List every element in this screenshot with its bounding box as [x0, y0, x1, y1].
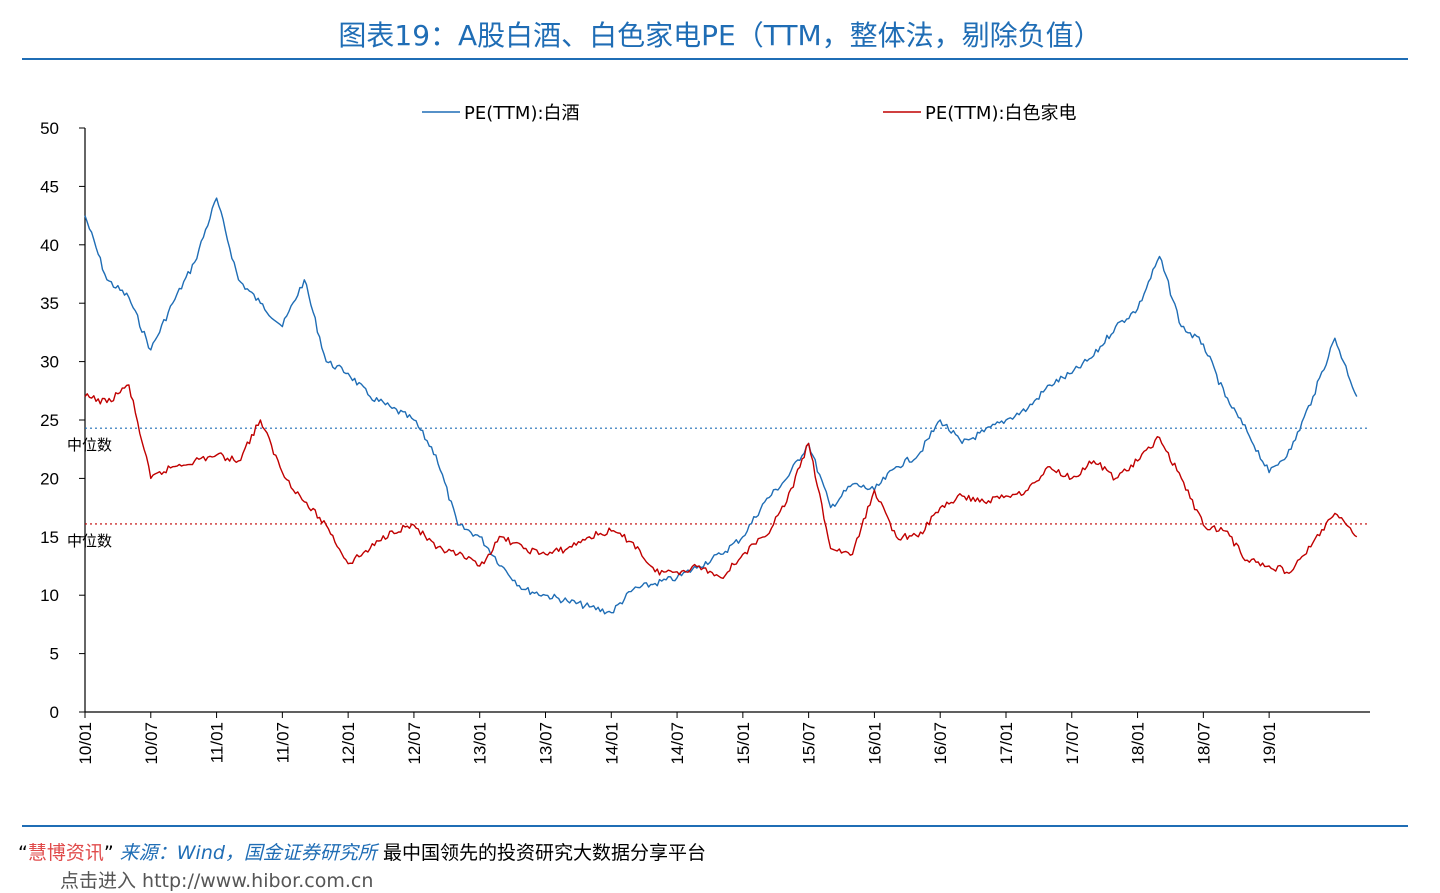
x-tick-label: 14/01: [602, 722, 621, 765]
x-tick-label: 13/07: [536, 722, 555, 765]
x-tick-label: 18/07: [1194, 722, 1213, 765]
series-line-baijiu: [84, 197, 1358, 615]
site-link[interactable]: 点击进入 http://www.hibor.com.cn: [60, 870, 374, 892]
y-tick-label: 30: [40, 353, 59, 372]
data-source: 来源：Wind，国金证券研究所: [119, 842, 377, 864]
x-tick-label: 18/01: [1129, 722, 1148, 765]
x-tick-label: 16/07: [931, 722, 950, 765]
median-label: 中位数: [67, 532, 112, 550]
chart-title: 图表19：A股白酒、白色家电PE（TTM，整体法，剔除负值）: [338, 19, 1102, 52]
y-tick-label: 50: [40, 119, 59, 138]
y-tick-label: 45: [40, 177, 59, 196]
x-tick-label: 17/07: [1063, 722, 1082, 765]
x-tick-label: 12/07: [405, 722, 424, 765]
series-line-appliance: [84, 384, 1358, 579]
y-tick-label: 0: [50, 703, 59, 722]
legend-label: PE(TTM):白色家电: [925, 103, 1077, 124]
chart-axes: 0 5 10 15 20 25 30 35 40 45 50 10/01 10/07 11/01 11/07…: [40, 119, 1370, 765]
y-tick-label: 25: [40, 411, 59, 430]
legend-label: PE(TTM):白酒: [464, 103, 580, 124]
footer-divider: [22, 825, 1408, 827]
x-tick-label: 13/01: [471, 722, 490, 765]
x-tick-label: 15/01: [734, 722, 753, 765]
quote-open: “: [18, 842, 28, 864]
x-tick-label: 12/01: [339, 722, 358, 765]
x-tick-label: 11/01: [208, 722, 227, 763]
y-tick-label: 35: [40, 294, 59, 313]
x-tick-label: 10/07: [142, 722, 161, 765]
series-lines: [84, 197, 1358, 615]
x-tick-label: 15/07: [800, 722, 819, 765]
y-tick-label: 40: [40, 236, 59, 255]
platform-slogan: 最中国领先的投资研究大数据分享平台: [382, 842, 706, 864]
title-divider: [22, 58, 1408, 60]
median-label: 中位数: [67, 436, 112, 454]
x-tick-label: 16/01: [865, 722, 884, 765]
quote-close: ”: [103, 842, 114, 864]
x-tick-label: 11/07: [273, 722, 292, 763]
source-note: “慧博资讯” 来源：Wind，国金证券研究所 最中国领先的投资研究大数据分享平台: [18, 838, 706, 865]
x-tick-label: 17/01: [997, 722, 1016, 765]
y-tick-label: 10: [40, 586, 59, 605]
y-tick-label: 20: [40, 469, 59, 488]
x-tick-label: 10/01: [76, 722, 95, 765]
y-tick-label: 5: [50, 645, 59, 664]
chart-legend: PE(TTM):白酒 PE(TTM):白色家电: [422, 103, 1077, 124]
x-tick-label: 14/07: [668, 722, 687, 765]
x-tick-label: 19/01: [1260, 722, 1279, 765]
y-tick-label: 15: [40, 528, 59, 547]
brand-name: 慧博资讯: [27, 842, 104, 864]
